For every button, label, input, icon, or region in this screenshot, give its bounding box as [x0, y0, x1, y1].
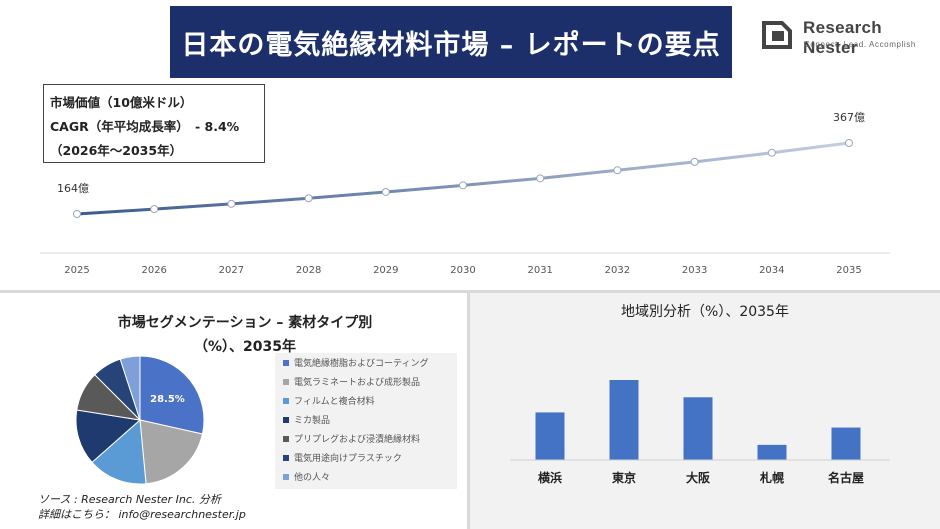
- segment-title-line2: （%）、2035年: [194, 339, 296, 355]
- data-point: [381, 187, 390, 196]
- bar-category-label: 大阪: [686, 470, 711, 485]
- legend-swatch: [283, 397, 289, 404]
- data-point: [73, 210, 81, 218]
- region-title: 地域別分析（%）、2035年: [621, 304, 789, 320]
- horizontal-divider: [0, 290, 940, 293]
- legend-item: 他の人々: [275, 467, 457, 486]
- vertical-divider: [467, 293, 470, 529]
- market-info-box: 市場価値（10億米ドル） CAGR（年平均成長率） - 8.4% （2026年～…: [43, 84, 265, 163]
- bar-category-label: 名古屋: [828, 470, 864, 485]
- contact-line: 詳細はこちら： info@researchnester.jp: [38, 508, 246, 521]
- research-nester-logo: Research Nester Connect. Lead. Accomplis…: [760, 18, 935, 57]
- segment-title-line1: 市場セグメンテーション – 素材タイプ別: [117, 315, 373, 331]
- page-title: 日本の電気絶縁材料市場 – レポートの要点: [170, 6, 732, 78]
- x-tick-label: 2025: [64, 265, 89, 276]
- data-label: 367億: [833, 111, 865, 124]
- data-point: [304, 194, 313, 203]
- pie-legend: 電気絶縁樹脂およびコーティング 電気ラミネートおよび成形製品 フィルムと複合材料 ミカ…: [275, 353, 457, 489]
- data-point: [536, 174, 545, 183]
- data-label: 164億: [57, 182, 89, 195]
- x-tick-label: 2034: [759, 265, 784, 276]
- data-point: [613, 166, 622, 175]
- pie-slice: [139, 355, 205, 435]
- logo-name: Research Nester: [803, 18, 882, 57]
- data-point: [690, 157, 699, 166]
- x-tick-label: 2033: [682, 265, 707, 276]
- legend-swatch: [283, 473, 289, 480]
- segment-title: 市場セグメンテーション – 素材タイプ別 （%）、2035年: [80, 311, 410, 359]
- legend-swatch: [283, 359, 289, 366]
- pie-slice: [91, 418, 147, 485]
- legend-label: 電気絶縁樹脂およびコーティング: [294, 359, 429, 369]
- legend-item: ミカ製品: [275, 410, 457, 429]
- data-point: [767, 148, 776, 157]
- data-point: [150, 205, 159, 214]
- legend-label: プリプレグおよび浸漬絶縁材料: [294, 435, 421, 445]
- bar: [535, 412, 565, 460]
- data-point: [459, 181, 467, 190]
- legend-swatch: [283, 454, 289, 461]
- market-value-label: 市場価値（10億米ドル）: [50, 95, 193, 110]
- x-tick-label: 2035: [836, 265, 861, 276]
- bar: [757, 444, 787, 460]
- data-point: [227, 199, 236, 208]
- legend-item: フィルムと複合材料: [275, 391, 457, 410]
- market-value-line-chart: 2025 2026 2027 2028 2029 2030 2031 2032 2033 2034…: [40, 111, 890, 276]
- legend-item: 電気用途向けプラスチック: [275, 448, 457, 467]
- bar-category-label: 東京: [612, 470, 636, 485]
- x-tick-label: 2028: [296, 265, 321, 276]
- legend-label: 電気用途向けプラスチック: [294, 454, 402, 464]
- data-point: [845, 139, 853, 147]
- x-tick-label: 2032: [605, 265, 630, 276]
- x-tick-label: 2026: [141, 265, 166, 276]
- x-tick-label: 2030: [450, 265, 475, 276]
- bar: [831, 427, 861, 460]
- source-note: ソース : Research Nester Inc. 分析 詳細はこちら： in…: [38, 492, 246, 522]
- logo-tagline: Connect. Lead. Accomplish: [804, 40, 916, 49]
- pie-slice: [139, 419, 204, 485]
- pie-slice: [75, 409, 142, 464]
- legend-label: ミカ製品: [294, 416, 331, 426]
- x-tick-label: 2031: [527, 265, 552, 276]
- legend-item: プリプレグおよび浸漬絶縁材料: [275, 429, 457, 448]
- legend-item: 電気ラミネートおよび成形製品: [275, 372, 457, 391]
- bar-category-label: 横浜: [538, 470, 562, 485]
- x-tick-label: 2029: [373, 265, 398, 276]
- legend-label: 電気ラミネートおよび成形製品: [294, 378, 421, 388]
- region-bar-chart: 横浜 東京 大阪 札幌 名古屋: [510, 380, 890, 485]
- x-tick-label: 2027: [219, 265, 244, 276]
- pie-data-label: 28.5%: [150, 394, 185, 405]
- cagr-label: CAGR（年平均成長率） - 8.4%: [50, 119, 240, 134]
- legend-label: 他の人々: [294, 473, 331, 483]
- legend-swatch: [283, 435, 289, 442]
- bar: [609, 380, 639, 460]
- pie-slice: [119, 355, 141, 421]
- legend-item: 電気絶縁樹脂およびコーティング: [275, 353, 457, 372]
- bar: [683, 397, 713, 460]
- legend-swatch: [283, 378, 289, 385]
- legend-label: フィルムと複合材料: [294, 397, 375, 407]
- period-label: （2026年～2035年）: [50, 143, 183, 158]
- logo-icon: [762, 21, 792, 49]
- source-line: ソース : Research Nester Inc. 分析: [38, 493, 221, 506]
- segment-pie-chart: 28.5%: [75, 355, 205, 485]
- bar-category-label: 札幌: [759, 470, 784, 485]
- legend-swatch: [283, 416, 289, 423]
